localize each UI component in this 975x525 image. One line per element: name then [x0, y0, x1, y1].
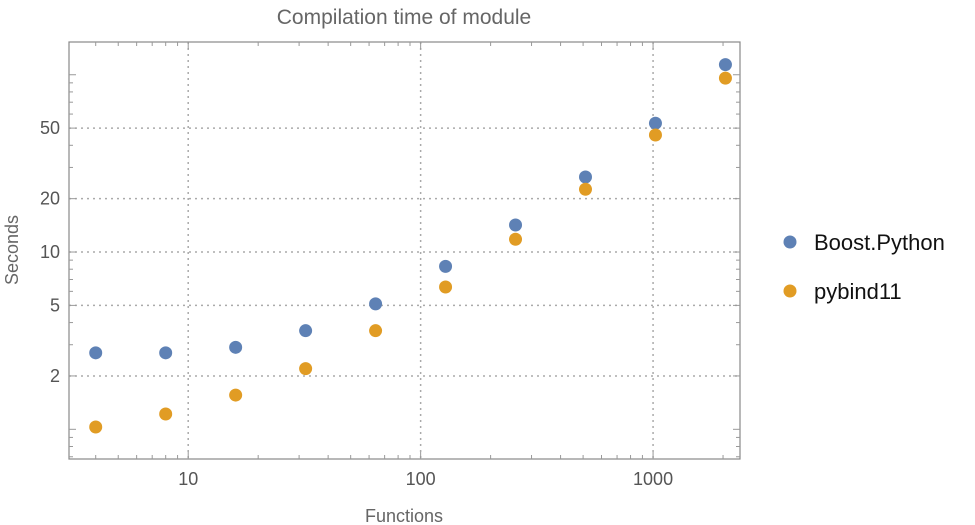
legend: Boost.Python pybind11 [783, 230, 945, 304]
data-point-pybind11 [299, 362, 313, 376]
x-axis-label: Functions [365, 506, 443, 525]
legend-label: pybind11 [814, 279, 902, 304]
data-point-boost-python [718, 58, 732, 72]
y-tick-label: 50 [40, 118, 60, 138]
data-point-pybind11 [89, 420, 103, 434]
data-point-boost-python [509, 218, 523, 232]
data-point-pybind11 [369, 324, 383, 338]
data-point-boost-python [299, 324, 313, 338]
x-tick-labels: 10 100 1000 [178, 469, 673, 489]
grid [69, 42, 740, 459]
y-axis-label: Seconds [2, 215, 22, 285]
legend-label: Boost.Python [814, 230, 945, 255]
x-tick-label: 1000 [633, 469, 673, 489]
chart-title: Compilation time of module [277, 6, 531, 29]
data-point-pybind11 [648, 128, 662, 142]
y-tick-label: 5 [50, 295, 60, 315]
data-points [89, 58, 732, 434]
y-tick-label: 20 [40, 189, 60, 209]
data-point-pybind11 [159, 407, 173, 421]
data-point-pybind11 [439, 280, 453, 294]
y-tick-label: 2 [50, 366, 60, 386]
data-point-pybind11 [718, 71, 732, 85]
data-point-boost-python [439, 259, 453, 273]
data-point-boost-python [648, 116, 662, 130]
data-point-pybind11 [578, 182, 592, 196]
x-tick-label: 10 [178, 469, 198, 489]
data-point-boost-python [578, 170, 592, 184]
legend-marker [783, 284, 797, 298]
data-point-boost-python [369, 297, 383, 311]
plot-frame [68, 41, 741, 460]
data-point-boost-python [89, 346, 103, 360]
data-point-boost-python [159, 346, 173, 360]
y-tick-label: 10 [40, 242, 60, 262]
data-point-pybind11 [229, 388, 243, 402]
y-tick-labels: 2 5 10 20 50 [40, 118, 60, 386]
data-point-boost-python [229, 340, 243, 354]
axis-ticks [69, 42, 740, 459]
data-point-pybind11 [509, 232, 523, 246]
x-tick-label: 100 [406, 469, 436, 489]
legend-marker [783, 235, 797, 249]
